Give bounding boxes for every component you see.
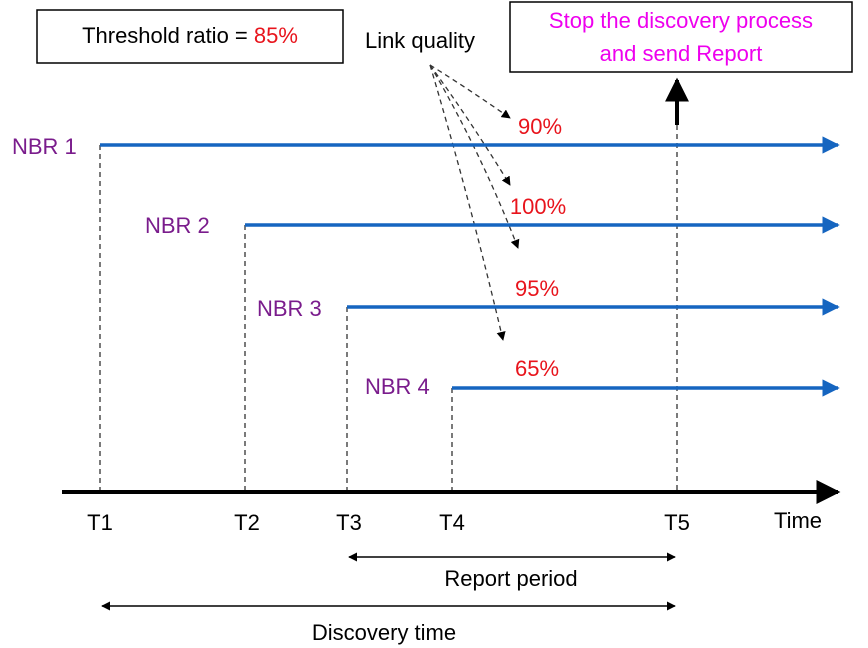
nbr-label: NBR 1 <box>12 134 77 159</box>
link-quality: Link quality <box>365 28 475 53</box>
threshold-box <box>36 9 344 64</box>
threshold-label: Threshold ratio = <box>82 23 254 48</box>
nbr-label: NBR 4 <box>365 374 430 399</box>
discovery-time: Discovery time <box>312 620 456 645</box>
threshold-text: Threshold ratio = 85% <box>82 23 298 48</box>
neighbor-lines <box>100 136 840 397</box>
nbr-label: NBR 2 <box>145 213 210 238</box>
time-label: T3 <box>336 510 362 535</box>
axis-label: Time <box>774 508 822 533</box>
time-label: T4 <box>439 510 465 535</box>
report-period: Report period <box>444 566 577 591</box>
nbr-label: NBR 3 <box>257 296 322 321</box>
quality: 100% <box>510 194 566 219</box>
time-label: T1 <box>87 510 113 535</box>
time-label: T5 <box>664 510 690 535</box>
guides <box>99 77 689 492</box>
threshold-value: 85% <box>254 23 298 48</box>
quality: 95% <box>515 276 559 301</box>
stop-line2: and send Report <box>600 41 763 66</box>
quality: 90% <box>518 114 562 139</box>
quality-arrows <box>429 64 520 341</box>
stop-line1: Stop the discovery process <box>549 8 813 33</box>
quality: 65% <box>515 356 559 381</box>
stop-box <box>509 1 853 73</box>
time-label: T2 <box>234 510 260 535</box>
